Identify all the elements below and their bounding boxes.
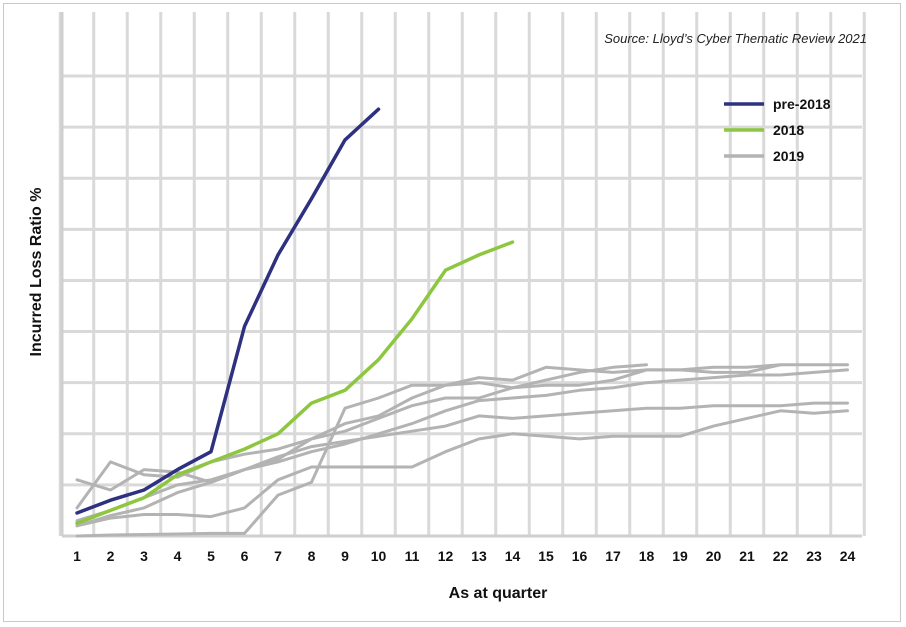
x-tick-labels: 1 2 3 4 5 6 7 8 9 10 11 12 13 14 15 16 17 18 19 20 21 22 23 24 <box>73 548 855 564</box>
x-tick-label: 7 <box>274 548 282 564</box>
x-tick-label: 18 <box>639 548 655 564</box>
x-tick-label: 22 <box>773 548 789 564</box>
series-line-2019-3 <box>75 401 849 528</box>
x-tick-label: 21 <box>739 548 755 564</box>
x-tick-label: 23 <box>806 548 822 564</box>
x-tick-label: 8 <box>308 548 316 564</box>
x-tick-label: 11 <box>405 548 420 564</box>
x-tick-label: 5 <box>207 548 215 564</box>
x-tick-label: 17 <box>605 548 621 564</box>
x-tick-label: 13 <box>471 548 487 564</box>
series-line-2019-2 <box>75 368 849 523</box>
x-tick-label: 16 <box>572 548 588 564</box>
x-tick-label: 2 <box>107 548 115 564</box>
grid <box>58 12 866 536</box>
legend: pre-2018 2018 2019 <box>724 96 831 164</box>
x-tick-label: 20 <box>706 548 722 564</box>
x-tick-label: 19 <box>672 548 688 564</box>
series-line-pre-2018-7 <box>75 107 381 515</box>
legend-label: pre-2018 <box>773 96 831 112</box>
axes <box>60 12 862 538</box>
x-tick-label: 6 <box>241 548 249 564</box>
y-axis-label: Incurred Loss Ratio % <box>28 188 45 357</box>
legend-label: 2019 <box>773 148 804 164</box>
x-tick-label: 24 <box>840 548 856 564</box>
legend-label: 2018 <box>773 122 804 138</box>
line-chart: 1 2 3 4 5 6 7 8 9 10 11 12 13 14 15 16 17 18 19 20 21 22 23 24 … <box>28 12 867 602</box>
series-line-2019-5 <box>75 363 849 538</box>
x-tick-label: 1 <box>73 548 81 564</box>
x-tick-label: 10 <box>371 548 387 564</box>
x-tick-label: 9 <box>341 548 349 564</box>
series-line-2019-4 <box>75 409 849 528</box>
x-tick-label: 14 <box>505 548 521 564</box>
x-tick-label: 15 <box>538 548 554 564</box>
x-axis-label: As at quarter <box>449 585 548 602</box>
x-tick-label: 4 <box>174 548 182 564</box>
x-tick-label: 12 <box>438 548 454 564</box>
series-layer <box>75 107 849 538</box>
chart-frame: 1 2 3 4 5 6 7 8 9 10 11 12 13 14 15 16 17 18 19 20 21 22 23 24 … <box>3 3 901 622</box>
x-tick-label: 3 <box>140 548 148 564</box>
series-line-2018-6 <box>75 240 515 525</box>
source-note: Source: Lloyd’s Cyber Thematic Review 20… <box>604 31 867 46</box>
